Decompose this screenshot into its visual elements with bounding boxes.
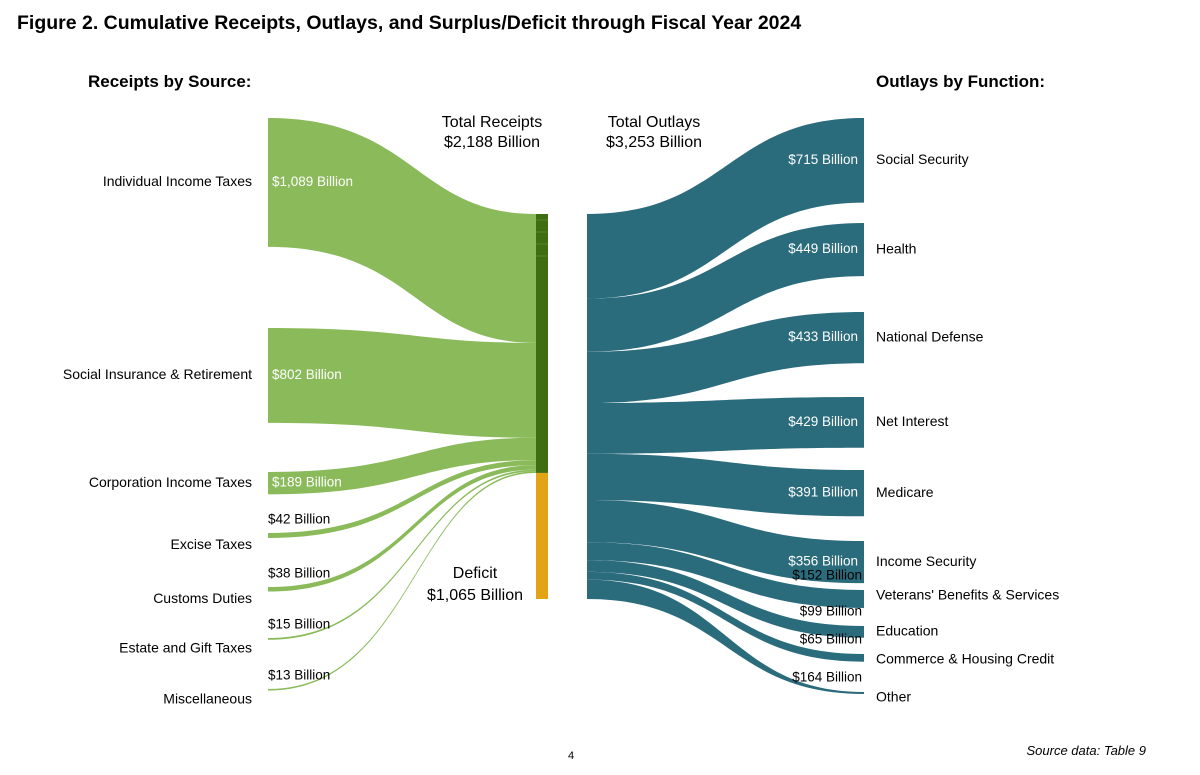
- flow-medicare: [587, 453, 864, 517]
- flow-national-defense: [587, 312, 864, 404]
- outlay-function-label: Other: [876, 689, 911, 705]
- receipt-value-label: $189 Billion: [272, 475, 342, 490]
- total-outlays-value: $3,253 Billion: [606, 134, 702, 151]
- flow-income-security: [587, 500, 864, 584]
- receipt-value-label: $13 Billion: [268, 668, 330, 683]
- deficit-bar: [536, 472, 548, 599]
- receipt-value-label: $802 Billion: [272, 367, 342, 382]
- flow-social-insurance-retirement: [268, 328, 536, 438]
- deficit-label: Deficit: [453, 565, 498, 582]
- outlay-function-label: Social Security: [876, 151, 969, 167]
- outlay-function-label: Income Security: [876, 553, 976, 569]
- flow-individual-income-taxes: [268, 118, 536, 343]
- outlay-value-label: $164 Billion: [792, 670, 862, 685]
- flow-health: [587, 223, 864, 352]
- outlay-value-label: $152 Billion: [792, 568, 862, 583]
- receipt-source-label: Corporation Income Taxes: [89, 474, 252, 490]
- flow-net-interest: [587, 397, 864, 454]
- outlay-value-label: $356 Billion: [788, 554, 858, 569]
- receipt-source-label: Individual Income Taxes: [103, 173, 252, 189]
- source-note: Source data: Table 9: [1026, 743, 1147, 758]
- chart-title: Figure 2. Cumulative Receipts, Outlays, …: [17, 12, 802, 34]
- outlay-value-label: $449 Billion: [788, 241, 858, 256]
- receipt-value-label: $1,089 Billion: [272, 174, 353, 189]
- outlay-function-label: Net Interest: [876, 413, 948, 429]
- page-number: 4: [568, 750, 575, 762]
- receipt-source-label: Miscellaneous: [163, 690, 252, 706]
- receipt-source-label: Customs Duties: [153, 590, 252, 606]
- flow-social-security: [587, 118, 864, 299]
- outlay-value-label: $433 Billion: [788, 329, 858, 344]
- receipt-source-label: Excise Taxes: [171, 536, 252, 552]
- receipts-heading: Receipts by Source:: [88, 72, 252, 91]
- outlay-function-label: Veterans' Benefits & Services: [876, 587, 1059, 603]
- outlay-function-label: Medicare: [876, 484, 934, 500]
- outlay-function-label: Commerce & Housing Credit: [876, 651, 1054, 667]
- outlay-value-label: $65 Billion: [800, 632, 862, 647]
- receipt-value-label: $42 Billion: [268, 512, 330, 527]
- receipt-source-label: Estate and Gift Taxes: [119, 640, 252, 656]
- outlay-value-label: $99 Billion: [800, 604, 862, 619]
- total-outlays-label: Total Outlays: [608, 114, 700, 131]
- total-receipts-label: Total Receipts: [442, 114, 543, 131]
- flow-estate-and-gift-taxes: [268, 469, 536, 640]
- outlay-value-label: $429 Billion: [788, 414, 858, 429]
- outlay-function-label: Education: [876, 623, 938, 639]
- flow-other: [587, 579, 864, 694]
- outlay-value-label: $391 Billion: [788, 485, 858, 500]
- outlay-function-label: Health: [876, 240, 916, 256]
- total-receipts-value: $2,188 Billion: [444, 134, 540, 151]
- flow-veterans-benefits-services: [587, 542, 864, 608]
- total-receipts-bar: [536, 214, 548, 473]
- receipt-source-label: Social Insurance & Retirement: [63, 366, 252, 382]
- flow-commerce-housing-credit: [587, 571, 864, 662]
- outlay-function-label: National Defense: [876, 328, 984, 344]
- flow-corporation-income-taxes: [268, 437, 536, 495]
- receipt-value-label: $38 Billion: [268, 566, 330, 581]
- deficit-value: $1,065 Billion: [427, 587, 523, 604]
- receipt-value-label: $15 Billion: [268, 617, 330, 632]
- outlay-value-label: $715 Billion: [788, 152, 858, 167]
- outlays-heading: Outlays by Function:: [876, 72, 1046, 91]
- flow-education: [587, 560, 864, 638]
